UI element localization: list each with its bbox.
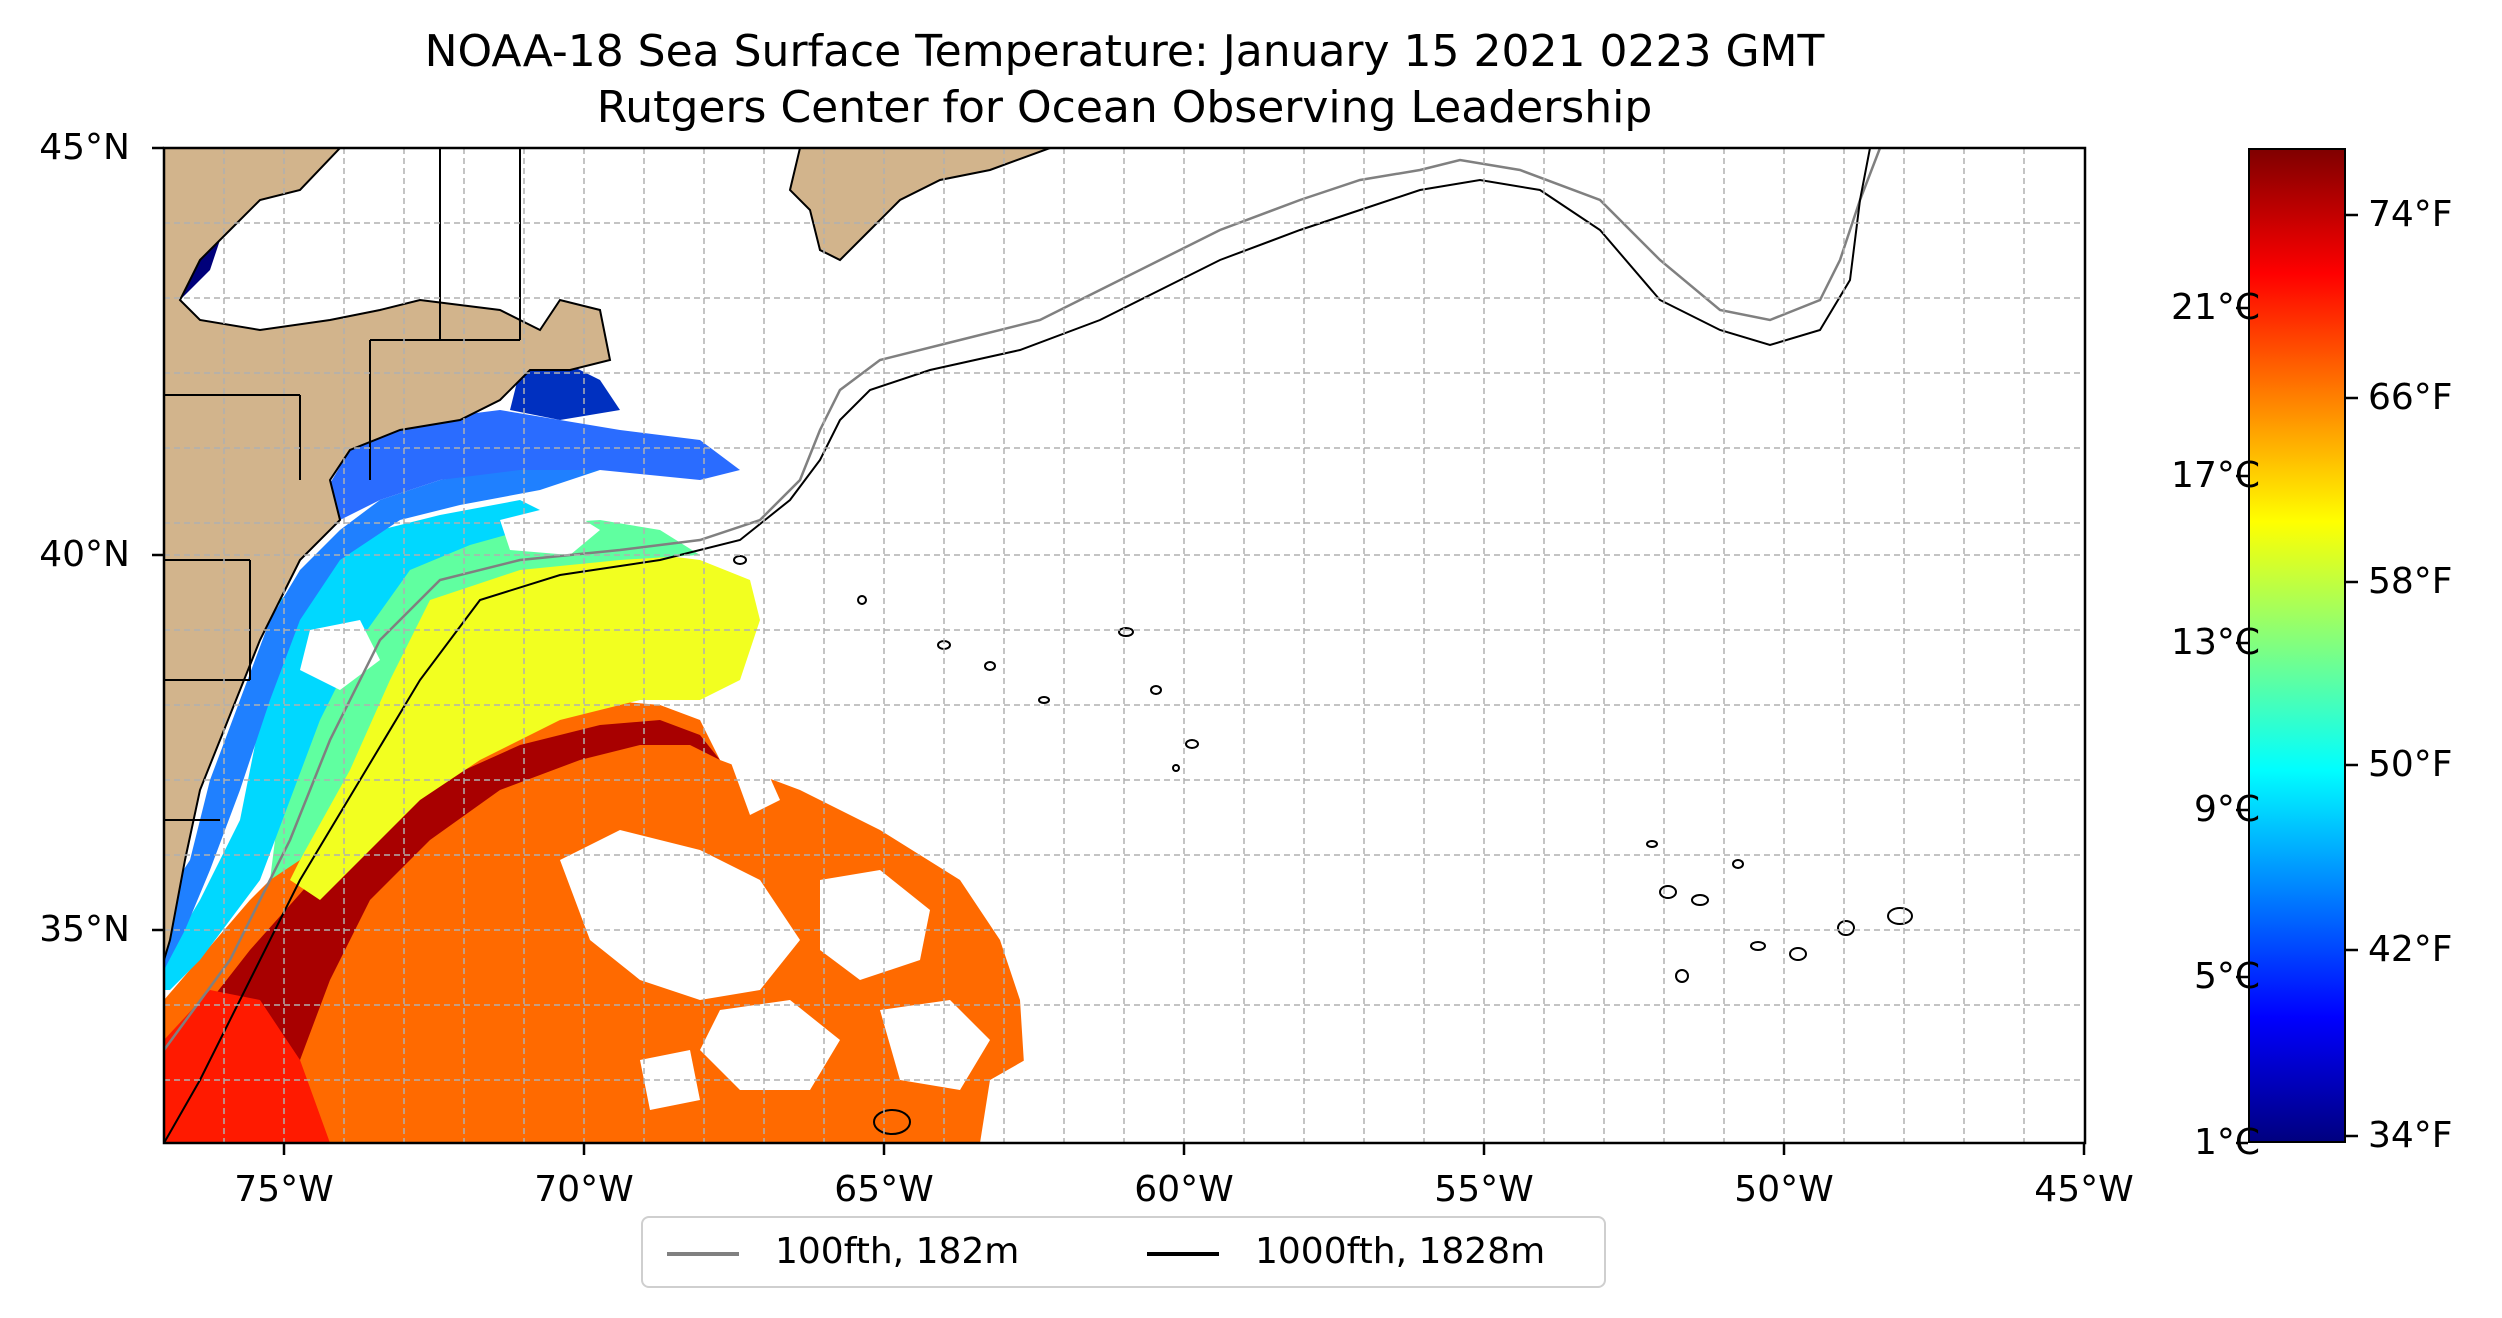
legend-label-100fth: 100fth, 182m	[775, 1231, 1020, 1272]
map-subtitle: Rutgers Center for Ocean Observing Leade…	[596, 82, 1653, 133]
temperature-colorbar	[2248, 148, 2346, 1143]
celsius-tick-label: 17°C	[2171, 455, 2260, 496]
shelf-cloud-patch	[500, 505, 600, 555]
coastal-cold-water	[510, 360, 620, 420]
isobath-100fth	[164, 148, 1882, 1051]
lon-tick-label: 65°W	[834, 1169, 934, 1210]
seamounts	[733, 555, 1913, 1135]
fahrenheit-tick-label: 58°F	[2368, 561, 2453, 602]
celsius-tick-label: 13°C	[2171, 622, 2260, 663]
map-canvas	[164, 148, 2085, 1143]
celsius-tick-label: 21°C	[2171, 287, 2260, 328]
legend-label-1000fth: 1000fth, 1828m	[1255, 1231, 1546, 1272]
lon-tick-label: 60°W	[1134, 1169, 1234, 1210]
fahrenheit-tick-label: 50°F	[2368, 744, 2453, 785]
fahrenheit-tick-label: 74°F	[2368, 194, 2453, 235]
celsius-tick-label: 9°C	[2193, 789, 2260, 830]
lat-tick-label: 35°N	[39, 909, 130, 950]
fahrenheit-tick-label: 66°F	[2368, 377, 2453, 418]
shelf-water-cyan	[164, 500, 560, 990]
celsius-tick-label: 1°C	[2193, 1122, 2260, 1163]
lon-tick-label: 50°W	[1734, 1169, 1834, 1210]
shelf-water-blue	[164, 460, 600, 970]
celsius-tick-label: 5°C	[2193, 956, 2260, 997]
fahrenheit-tick-label: 42°F	[2368, 929, 2453, 970]
lat-tick-label: 40°N	[39, 534, 130, 575]
shelf-cloud-patch-2	[300, 620, 380, 690]
lon-tick-label: 45°W	[2034, 1169, 2134, 1210]
fahrenheit-tick-label: 34°F	[2368, 1115, 2453, 1156]
lon-tick-label: 75°W	[234, 1169, 334, 1210]
nearshore-blue	[320, 410, 740, 520]
state-boundaries	[164, 148, 521, 821]
map-title: NOAA-18 Sea Surface Temperature: January…	[424, 26, 1825, 77]
lon-tick-label: 70°W	[534, 1169, 634, 1210]
land-mass	[164, 148, 612, 961]
cloud-gaps	[560, 755, 1025, 1143]
contour-legend: 100fth, 182m 1000fth, 1828m	[641, 1216, 1606, 1288]
graticule	[164, 148, 2085, 1143]
isobath-1000fth	[164, 148, 1871, 1143]
map-frame	[162, 146, 2087, 1145]
warm-core-red	[164, 990, 330, 1143]
gulf-stream-core	[164, 720, 720, 1143]
axis-ticks	[152, 146, 2086, 1155]
legend-swatch-1000fth	[1147, 1252, 1219, 1256]
lon-tick-label: 55°W	[1434, 1169, 1534, 1210]
nova-scotia-land	[788, 148, 1051, 262]
legend-swatch-100fth	[667, 1252, 739, 1256]
lat-tick-label: 45°N	[39, 127, 130, 168]
